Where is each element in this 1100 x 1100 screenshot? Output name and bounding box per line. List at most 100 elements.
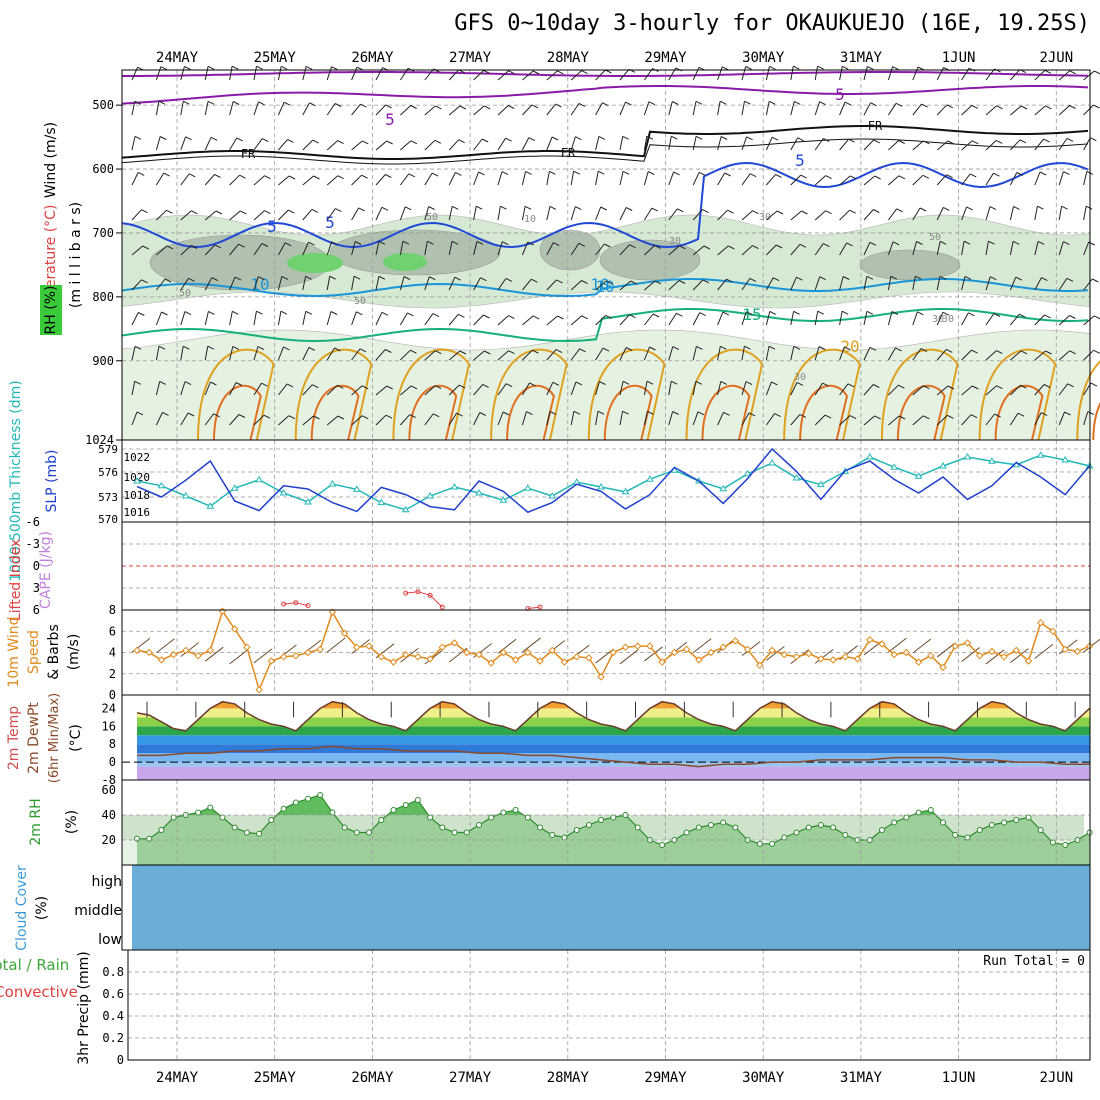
wind-barb-flag [305,65,313,70]
wind-barb-flag [1090,137,1097,142]
wind-barb [595,171,599,186]
wind-barb-flag [524,205,532,210]
wind-barb-flag [1044,69,1052,74]
wind-barb-flag [361,174,368,179]
wind-barb-flag [989,206,997,211]
temp-band [137,744,1090,754]
wind-barb [570,348,580,361]
wind-barb [131,209,142,221]
wind-barb-flag [410,349,417,354]
wind-barb [814,346,820,361]
wind10-barb [253,648,273,664]
rh2m-point [402,802,409,808]
wind-barb [351,348,361,361]
wind-barb [253,311,257,326]
wind-barb-flag [993,172,1000,177]
wind-barb-flag [679,245,686,250]
wind-barb [424,241,428,256]
li-point [427,592,433,598]
wind-barb [229,346,234,361]
wind10-series-point [609,648,618,657]
wind-barb [1058,70,1071,81]
rh2m-point [927,807,934,813]
wind-barb [131,66,139,81]
wind-barb [351,415,363,426]
wind-barb-flag [331,66,338,71]
wind-barb [985,140,997,151]
wind10-series-point [328,608,337,616]
wind-barb [985,241,989,256]
wind-barb-flag [873,139,880,144]
wind-barb-flag [232,310,239,315]
wind-barb-flag [597,410,605,415]
wind-barb [326,311,332,326]
wind-barb-flag [971,104,979,109]
wind-barb [985,68,995,81]
contour-15 [121,308,1089,343]
li-line [405,591,443,608]
rh2m-point [1001,819,1008,826]
wind10-series-point [975,651,984,660]
wind-barb-flag [456,412,463,417]
wind-barb-flag [164,278,172,283]
rh2m-point [732,824,739,831]
wind-barb [204,381,211,396]
wind-barb [326,140,338,151]
wind-barb-flag [575,381,583,386]
wind-barb [229,382,237,396]
wind10-barb [497,638,517,654]
wind-barb [326,103,336,116]
wind10-series-point [719,643,727,651]
wind-barb-flag [481,138,489,143]
wind-barb [424,413,434,426]
wind10-barb [1058,639,1078,655]
wind-barb [448,384,460,396]
wind10-series-point [1061,645,1069,654]
wind-barb [180,346,184,361]
wind-barb [887,208,898,221]
wind10-barb [644,646,663,662]
wind10-series-point [670,648,679,657]
wind-barb-flag [996,105,1003,110]
y-tick-label-li: 6 [33,603,40,617]
dewpt-series-line [137,745,1090,768]
wind-barb-flag [240,210,247,215]
wind-barb-flag [1041,277,1048,282]
y-tick-label-rh2m: 40 [102,808,116,822]
wind-barb [765,101,770,116]
wind-barb-flag [793,345,801,350]
rh2m-point [439,824,446,831]
wind10-series-point [145,648,153,657]
wind10-barb [912,638,932,654]
wind-barb [131,136,136,151]
rh2m-point [207,804,214,811]
wind-barb-flag [557,70,564,75]
thickness-series-point [792,474,801,481]
wind-barb [521,382,530,396]
wind-barb [229,243,239,256]
label-2m-rh: 2m RH [28,798,44,845]
wind-barb-flag [892,241,900,246]
wind-barb [961,312,969,326]
wind-barb [253,276,259,291]
wind-barb-flag [652,313,660,318]
wind-barb-flag [479,412,487,416]
wind-barb-flag [529,382,536,387]
wind-barb-flag [551,136,559,141]
wind-barb [619,207,627,221]
wind-barb-flag [915,275,922,280]
wind-barb-flag [182,345,190,350]
wind-barb-flag [238,414,246,418]
contour-label: FR [561,146,576,160]
wind-barb-flag [581,280,588,284]
wind10-series-point [731,637,740,645]
wind-barb [400,105,412,116]
wind-barb-flag [478,171,485,176]
wind-barb [473,277,481,291]
wind-barb [668,101,673,116]
wind10-series-point [585,654,593,662]
wind-barb [180,136,187,151]
wind-barb-flag [654,244,661,249]
wind-barb [765,136,773,151]
wind-barb [1010,69,1021,81]
